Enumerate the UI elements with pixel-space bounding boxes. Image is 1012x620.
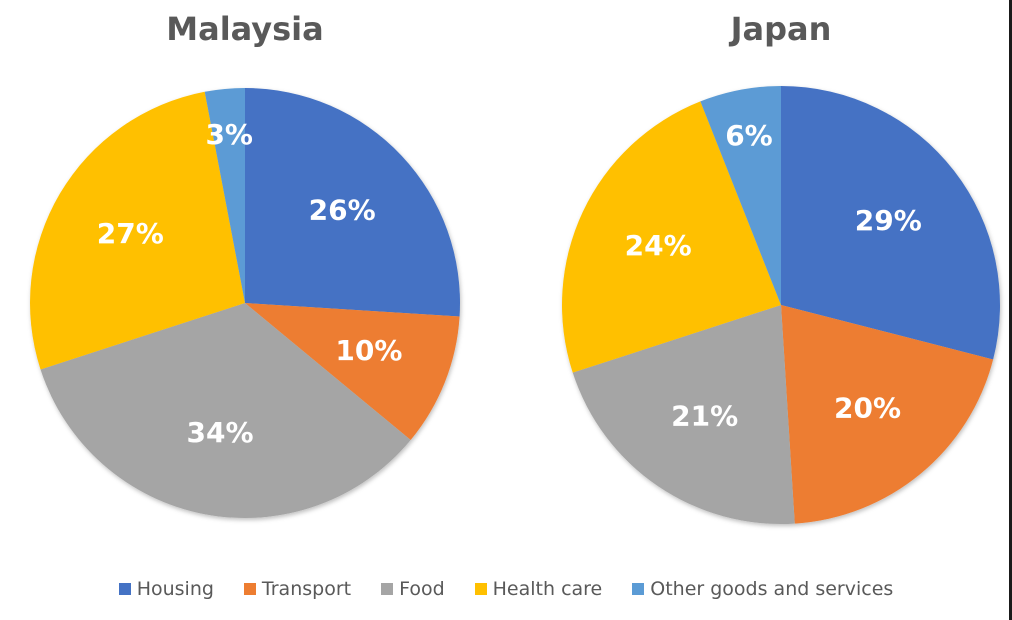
legend-item-other-goods-and-services: Other goods and services [632, 578, 893, 600]
data-label: 26% [309, 194, 376, 227]
legend-swatch-icon [243, 583, 256, 595]
legend-swatch-icon [474, 583, 487, 595]
legend-swatch-icon [632, 583, 645, 595]
legend-label: Other goods and services [650, 578, 894, 600]
data-label: 27% [97, 217, 164, 250]
legend-label: Housing [136, 578, 214, 600]
pie-slice-other-goods-and-services [700, 86, 781, 305]
legend-item-housing: Housing [118, 578, 214, 600]
pie-slice-health-care [29, 91, 245, 370]
data-label: 24% [625, 229, 692, 262]
pie-slice-transport [781, 305, 994, 524]
legend-swatch-icon [381, 583, 394, 595]
pie-slice-food [572, 305, 795, 524]
data-label: 10% [335, 334, 402, 367]
legend-label: Food [399, 578, 445, 600]
pie-malaysia [29, 88, 460, 518]
pie-japan [562, 86, 1000, 524]
pie-slice-housing [245, 88, 460, 317]
data-label: 20% [834, 392, 901, 425]
data-label: 6% [725, 119, 773, 152]
legend: Housing Transport Food Health care Other goo… [0, 578, 1012, 600]
chart-title-malaysia: Malaysia [166, 10, 324, 48]
legend-swatch-icon [118, 583, 131, 595]
legend-item-health-care: Health care [474, 578, 603, 600]
pie-slice-other-goods-and-services [204, 88, 245, 303]
chart-title-japan: Japan [730, 10, 832, 48]
data-label: 3% [205, 118, 253, 151]
window-edge-divider [1009, 0, 1012, 620]
pie-slice-food [40, 303, 411, 518]
pie-slice-housing [781, 86, 1000, 360]
data-label: 34% [187, 416, 254, 449]
legend-label: Health care [492, 578, 603, 600]
pie-slice-transport [245, 303, 460, 441]
data-label: 29% [855, 204, 922, 237]
data-label: 21% [671, 399, 738, 432]
legend-item-transport: Transport [243, 578, 352, 600]
legend-label: Transport [261, 578, 352, 600]
pie-slice-health-care [562, 101, 781, 373]
legend-item-food: Food [381, 578, 445, 600]
